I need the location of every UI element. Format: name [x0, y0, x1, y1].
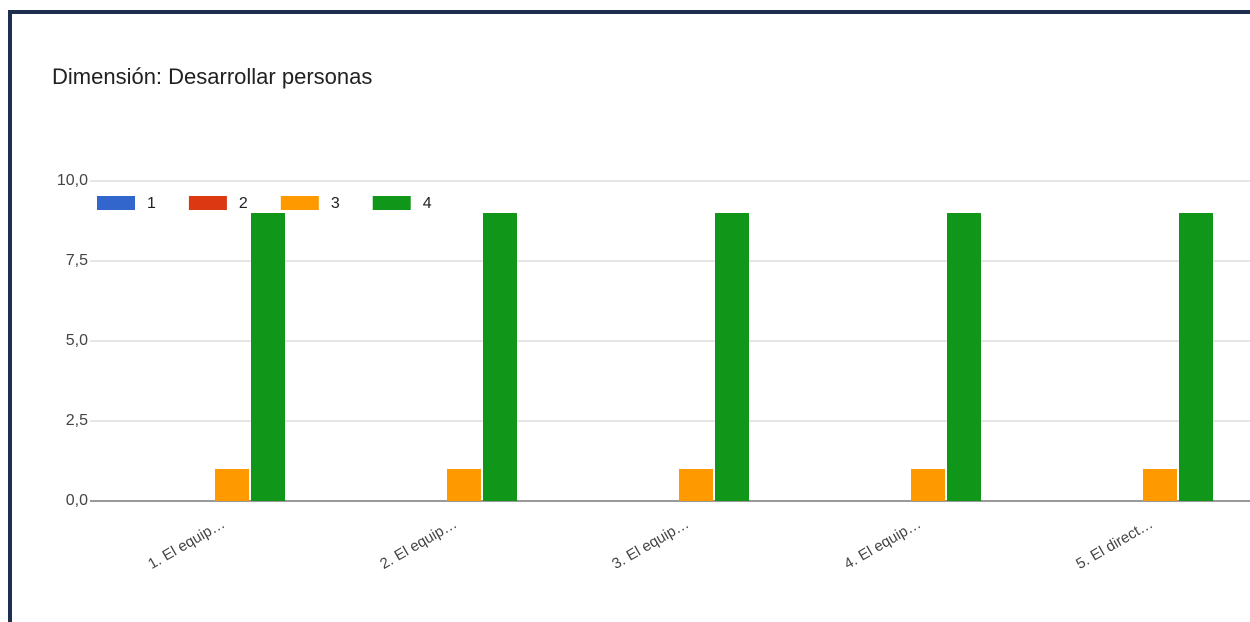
- bar: [1143, 469, 1177, 501]
- legend-swatch: [280, 196, 319, 210]
- x-tick-label: 4. El equip…: [841, 515, 924, 573]
- bar: [715, 213, 749, 501]
- legend-label: 1: [147, 195, 156, 212]
- y-tick-label: 0,0: [66, 492, 88, 509]
- y-tick-label: 10,0: [57, 172, 88, 189]
- bar: [679, 469, 713, 501]
- x-tick-label: 2. El equip…: [377, 515, 460, 573]
- y-tick-label: 2,5: [66, 412, 88, 429]
- bar: [947, 213, 981, 501]
- y-tick-label: 7,5: [66, 252, 88, 269]
- bar: [911, 469, 945, 501]
- bar: [251, 213, 285, 501]
- x-tick-label: 1. El equip…: [145, 515, 228, 573]
- legend-label: 3: [331, 195, 340, 212]
- chart-title: Dimensión: Desarrollar personas: [52, 64, 372, 89]
- x-tick-label: 3. El equip…: [609, 515, 692, 573]
- bar: [447, 469, 481, 501]
- x-tick-label: 5. El direct…: [1073, 515, 1156, 573]
- bar: [483, 213, 517, 501]
- bar: [215, 469, 249, 501]
- legend-swatch: [372, 196, 411, 210]
- legend-swatch: [97, 196, 135, 210]
- y-tick-label: 5,0: [66, 332, 88, 349]
- bar: [1179, 213, 1213, 501]
- frame: [8, 10, 1250, 622]
- legend-label: 2: [239, 195, 248, 212]
- legend-swatch: [188, 196, 227, 210]
- legend-label: 4: [423, 195, 432, 212]
